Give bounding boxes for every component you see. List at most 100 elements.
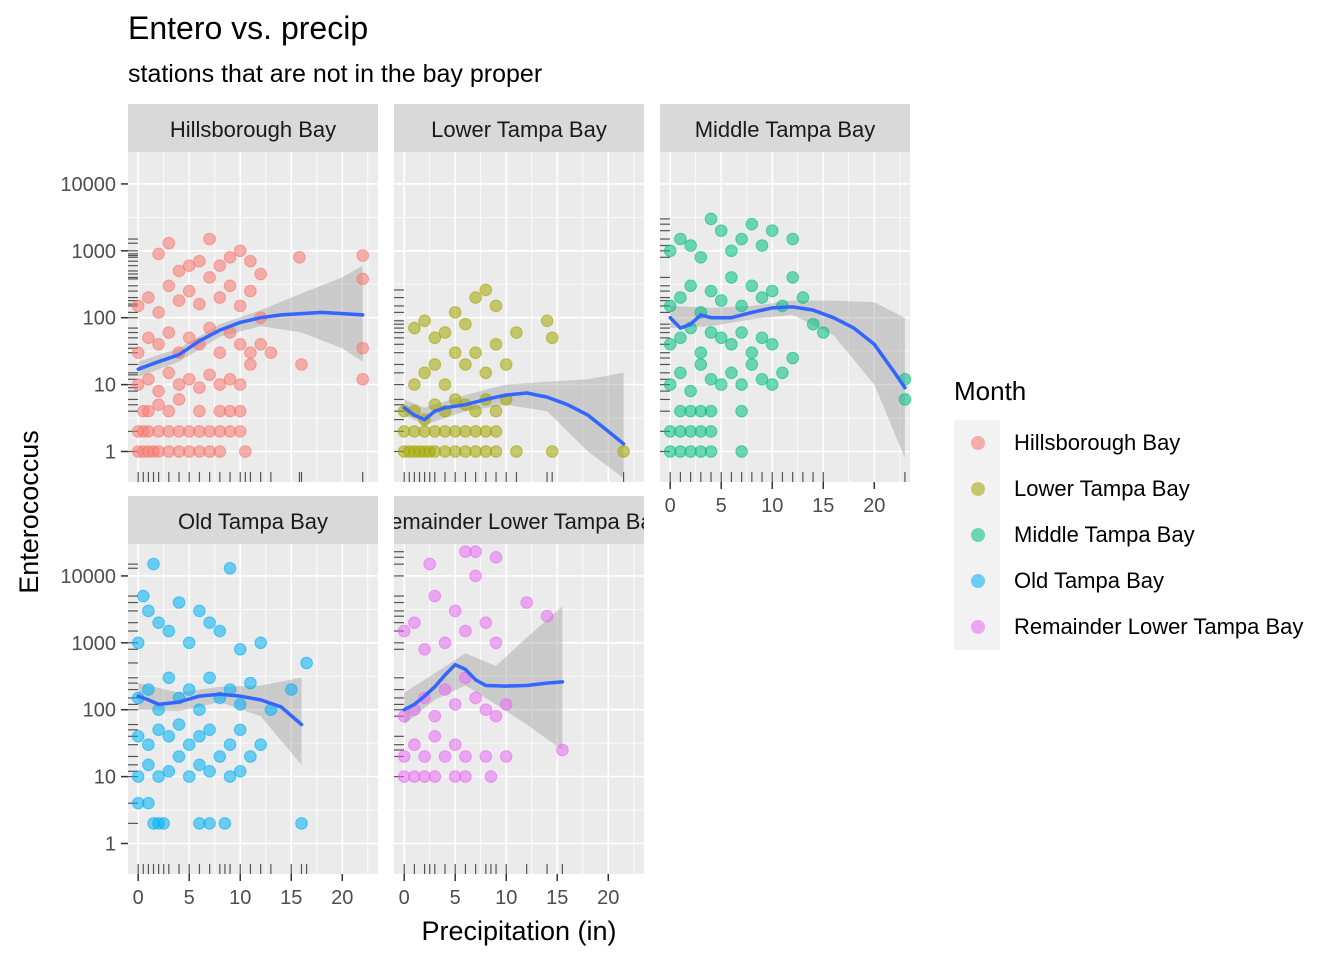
data-point: [131, 299, 145, 313]
data-point: [182, 284, 196, 298]
data-point: [663, 299, 677, 313]
data-point: [213, 291, 227, 304]
data-point: [459, 317, 472, 331]
data-point: [423, 557, 437, 571]
data-point: [233, 765, 247, 778]
data-point: [489, 445, 503, 458]
data-point: [663, 378, 677, 391]
data-point: [162, 404, 176, 418]
data-point: [182, 636, 196, 650]
data-point: [244, 346, 257, 360]
trend-line: [136, 692, 304, 727]
legend-item-hillsborough-bay: Hillsborough Bay: [954, 420, 1334, 466]
data-point: [556, 743, 569, 757]
y-tick-label: 1: [105, 442, 116, 464]
data-point: [152, 306, 165, 319]
data-point: [244, 750, 257, 763]
data-point: [663, 338, 677, 351]
data-point: [725, 271, 738, 284]
data-point: [674, 331, 687, 345]
data-point: [356, 249, 370, 262]
data-point: [162, 730, 176, 743]
data-point: [438, 378, 452, 391]
data-point: [233, 643, 247, 656]
data-point: [489, 299, 503, 313]
data-point: [745, 217, 759, 231]
data-point: [428, 358, 442, 371]
data-point: [142, 331, 155, 345]
data-point: [300, 656, 313, 670]
data-point: [233, 723, 247, 737]
data-point: [499, 698, 513, 711]
data-point: [172, 718, 186, 731]
data-point: [428, 770, 442, 783]
data-point: [786, 271, 800, 284]
data-point: [510, 445, 523, 458]
data-point: [479, 703, 493, 717]
x-tick-label: 0: [399, 887, 410, 909]
data-point: [448, 738, 462, 752]
data-point: [714, 224, 728, 237]
data-point: [408, 738, 421, 752]
y-axis-title: Enterococcus: [14, 430, 44, 594]
data-point: [213, 259, 227, 273]
x-tick-label: 10: [761, 495, 783, 517]
data-point: [408, 616, 421, 630]
data-point: [193, 404, 206, 418]
data-point: [203, 232, 216, 246]
panel-remainder-lower-tampa-bay: Remainder Lower Tampa Bay 0 5 10 15 20: [394, 496, 644, 909]
data-point: [295, 817, 308, 830]
trend-line: [402, 662, 565, 712]
data-point: [489, 709, 503, 723]
data-point: [694, 346, 708, 360]
trend-line: [668, 305, 907, 390]
data-point: [254, 636, 268, 650]
data-point: [776, 366, 789, 380]
facet-strip: [394, 104, 644, 152]
data-point: [479, 616, 493, 630]
legend-key-middle-tampa-bay: [971, 528, 985, 542]
data-point: [213, 346, 227, 360]
data-point: [193, 730, 206, 743]
data-point: [203, 271, 216, 284]
data-point: [479, 366, 493, 380]
legend-key-hillsborough-bay: [971, 436, 985, 450]
data-point: [193, 254, 206, 268]
data-point: [233, 698, 247, 711]
data-point: [223, 250, 237, 264]
data-point: [694, 358, 708, 371]
data-point: [172, 596, 186, 609]
data-point: [244, 254, 257, 268]
data-point: [397, 624, 411, 638]
data-point: [203, 671, 216, 685]
data-point: [239, 445, 252, 458]
data-point: [152, 770, 165, 783]
legend-label: Lower Tampa Bay: [1014, 476, 1190, 501]
data-point: [152, 398, 165, 412]
data-point: [765, 224, 779, 237]
data-point: [131, 378, 145, 391]
data-point: [233, 338, 247, 351]
data-point: [479, 750, 493, 763]
data-point: [162, 765, 176, 778]
data-point: [459, 770, 472, 783]
data-point: [725, 244, 738, 258]
data-point: [545, 331, 559, 345]
legend-key-old-tampa-bay: [971, 574, 985, 588]
data-point: [663, 244, 677, 258]
data-point: [182, 373, 196, 386]
x-tick-label: 15: [812, 495, 834, 517]
data-point: [293, 250, 306, 264]
data-point: [448, 346, 462, 360]
x-axis-title: Precipitation (in): [421, 916, 616, 946]
data-point: [765, 378, 779, 391]
data-point: [704, 212, 718, 226]
data-point: [755, 239, 769, 252]
data-point: [674, 291, 687, 304]
data-point: [397, 750, 411, 763]
data-point: [142, 738, 155, 752]
data-point: [540, 609, 554, 623]
data-point: [694, 250, 708, 264]
data-point: [545, 445, 559, 458]
